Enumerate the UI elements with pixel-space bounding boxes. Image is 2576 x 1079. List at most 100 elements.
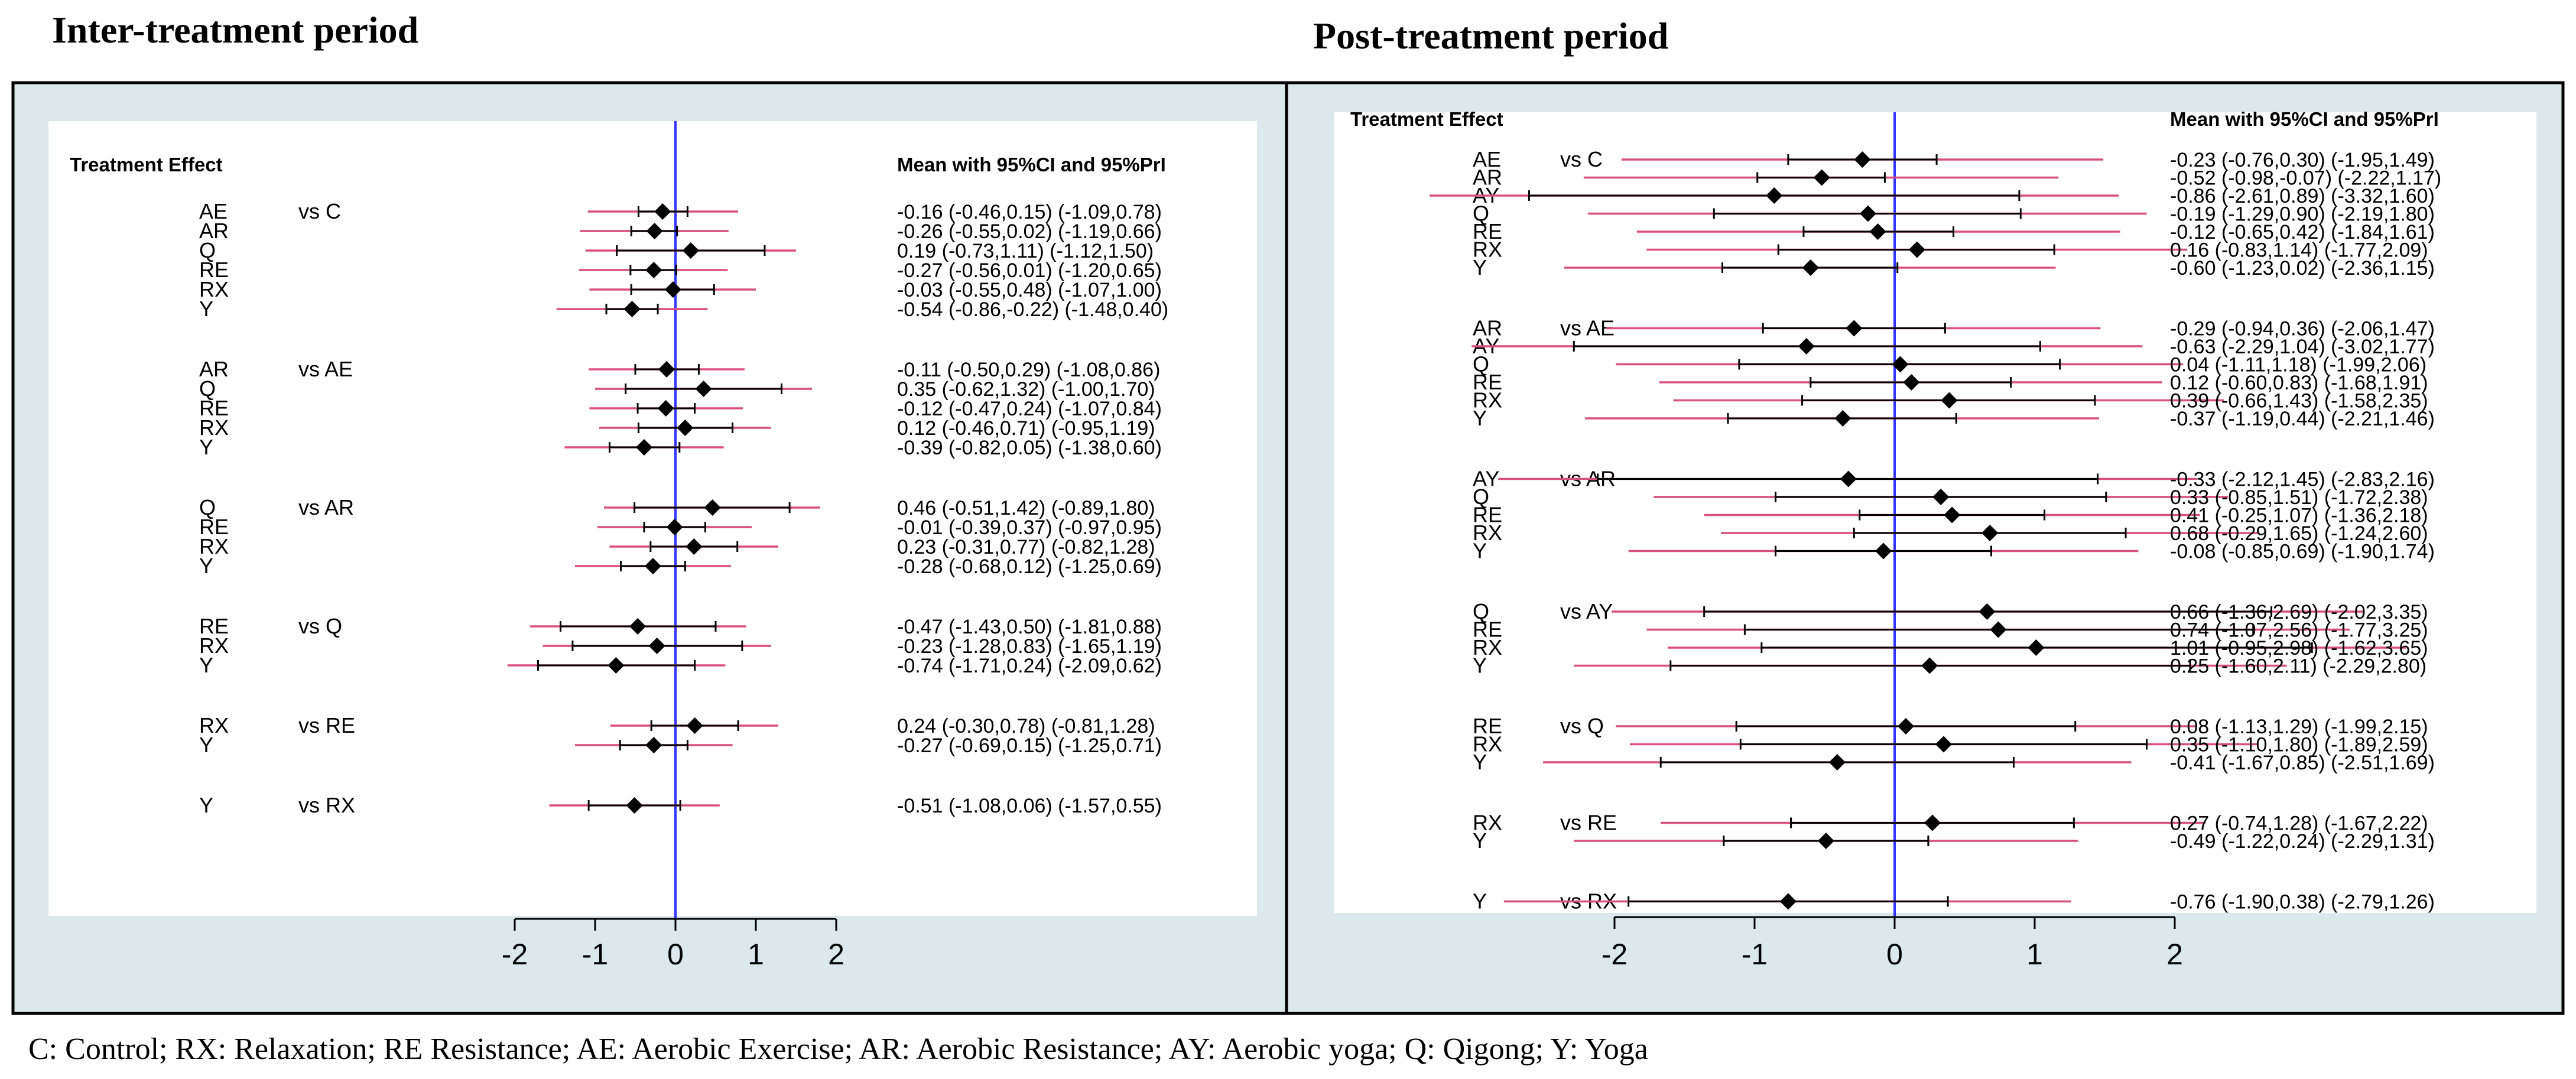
row-value-text: -0.51 (-1.08,0.06) (-1.57,0.55) <box>897 795 1162 817</box>
row-value-text: -0.12 (-0.47,0.24) (-1.07,0.84) <box>897 398 1162 420</box>
row-label: RE <box>1473 503 1502 527</box>
comparator-label: vs C <box>1560 147 1603 171</box>
mean-marker <box>1859 205 1876 222</box>
x-tick-label: 1 <box>2026 938 2043 971</box>
row-value-text: -0.54 (-0.86,-0.22) (-1.48,0.40) <box>897 298 1168 321</box>
row-value-text: 0.74 (-1.07,2.56) (-1.77,3.25) <box>2170 619 2428 642</box>
row-label: Y <box>1473 828 1487 853</box>
header-treatment-effect-right: Treatment Effect <box>1350 108 1503 130</box>
plot-area-right <box>1334 112 2536 913</box>
mean-marker <box>1921 657 1938 674</box>
row-value-text: -0.12 (-0.65,0.42) (-1.84,1.61) <box>2170 221 2435 243</box>
comparator-label: vs AE <box>298 357 353 381</box>
mean-marker <box>677 420 694 436</box>
footnote: C: Control; RX: Relaxation; RE Resistanc… <box>28 1032 1648 1066</box>
mean-marker <box>1908 241 1925 258</box>
row-value-text: -0.52 (-0.98,-0.07) (-2.22,1.17) <box>2170 167 2441 190</box>
row-label: RX <box>1473 521 1502 545</box>
row-label: Y <box>1473 889 1487 914</box>
x-tick-label: 0 <box>667 938 684 971</box>
row-label: Q <box>199 495 216 519</box>
row-value-text: 0.19 (-0.73,1.11) (-1.12,1.50) <box>897 240 1154 262</box>
row-value-text: 0.12 (-0.46,0.71) (-0.95,1.19) <box>897 417 1155 440</box>
chart-title-right: Post-treatment period <box>1313 15 1668 57</box>
row-label: AR <box>199 219 229 243</box>
forest-chart-left: -2 -1 0 1 2 AE vs C -0.16 (-0.46,0.15) (-1.09,0… <box>199 121 1168 971</box>
mean-marker <box>645 737 662 753</box>
row-label: Q <box>199 376 216 401</box>
row-label: Y <box>199 297 213 321</box>
row-value-text: 0.27 (-0.74,1.28) (-1.67,2.22) <box>2170 812 2428 835</box>
comparator-label: vs C <box>298 199 341 223</box>
row-label: RX <box>199 277 229 301</box>
mean-marker <box>1981 525 1999 541</box>
row-value-text: -0.11 (-0.50,0.29) (-1.08,0.86) <box>897 359 1160 381</box>
mean-marker <box>623 301 641 317</box>
mean-marker <box>1932 489 1950 505</box>
row-label: Y <box>1473 255 1487 280</box>
mean-marker <box>1834 410 1851 427</box>
row-value-text: -0.74 (-1.71,0.24) (-2.09,0.62) <box>897 655 1162 677</box>
mean-marker <box>646 223 663 239</box>
mean-marker <box>1869 223 1886 240</box>
mean-marker <box>1903 374 1920 391</box>
mean-marker <box>704 499 721 516</box>
row-label: AY <box>1473 467 1499 491</box>
row-value-text: -0.26 (-0.55,0.02) (-1.19,0.66) <box>897 220 1162 243</box>
row-value-text: -0.27 (-0.56,0.01) (-1.20,0.65) <box>897 259 1162 282</box>
comparator-label: vs Q <box>298 614 342 638</box>
header-mean-ci-right: Mean with 95%CI and 95%PrI <box>2170 108 2439 130</box>
mean-marker <box>635 439 652 456</box>
mean-marker <box>1935 736 1952 753</box>
row-label: Y <box>1473 654 1487 678</box>
mean-marker <box>666 519 683 535</box>
row-value-text: -0.39 (-0.82,0.05) (-1.38,0.60) <box>897 437 1162 459</box>
row-label: AR <box>199 357 229 381</box>
row-value-text: -0.23 (-0.76,0.30) (-1.95,1.49) <box>2170 149 2435 171</box>
row-value-text: 0.24 (-0.30,0.78) (-0.81,1.28) <box>897 715 1155 737</box>
row-value-text: 0.23 (-0.31,0.77) (-0.82,1.28) <box>897 536 1155 558</box>
row-label: RX <box>1473 388 1502 412</box>
row-label: Y <box>199 435 213 459</box>
row-label: Q <box>1473 599 1489 623</box>
row-label: Q <box>1473 485 1489 509</box>
mean-marker <box>657 400 674 417</box>
row-value-text: -0.27 (-0.69,0.15) (-1.25,0.71) <box>897 734 1162 757</box>
chart-title-left: Inter-treatment period <box>52 9 418 51</box>
row-value-text: 0.68 (-0.29,1.65) (-1.24,2.60) <box>2170 522 2428 545</box>
row-value-text: -0.03 (-0.55,0.48) (-1.07,1.00) <box>897 279 1162 301</box>
mean-marker <box>1779 893 1797 910</box>
row-value-text: 0.66 (-1.36,2.69) (-2.02,3.35) <box>2170 601 2428 623</box>
forest-chart-right: -2 -1 0 1 2 AE vs C -0.23 (-0.76,0.30) (-1.95,1… <box>1430 112 2441 971</box>
mean-marker <box>1875 542 1892 560</box>
row-value-text: -0.49 (-1.22,0.24) (-2.29,1.31) <box>2170 830 2435 853</box>
row-value-text: -0.16 (-0.46,0.15) (-1.09,0.78) <box>897 201 1162 223</box>
mean-marker <box>1846 320 1863 337</box>
x-tick-label: -1 <box>582 938 608 971</box>
comparator-label: vs RX <box>298 793 355 817</box>
row-value-text: 0.46 (-0.51,1.42) (-0.89,1.80) <box>897 497 1155 519</box>
row-value-text: 1.01 (-0.95,2.98) (-1.62,3.65) <box>2170 637 2428 659</box>
row-label: AR <box>1473 316 1502 340</box>
mean-marker <box>1802 259 1819 276</box>
row-label: Q <box>199 238 216 262</box>
row-value-text: -0.37 (-1.19,0.44) (-2.21,1.46) <box>2170 408 2435 430</box>
row-value-text: -0.01 (-0.39,0.37) (-0.97,0.95) <box>897 516 1162 539</box>
mean-marker <box>648 638 665 654</box>
mean-marker <box>1813 169 1830 186</box>
row-label: RE <box>199 396 229 420</box>
row-label: RX <box>1473 238 1502 262</box>
mean-marker <box>1979 603 1996 620</box>
row-value-text: -0.23 (-1.28,0.83) (-1.65,1.19) <box>897 635 1162 658</box>
row-label: Q <box>1473 352 1489 376</box>
row-value-text: -0.33 (-2.12,1.45) (-2.83,2.16) <box>2170 469 2435 491</box>
row-label: RE <box>1473 714 1502 738</box>
row-value-text: -0.41 (-1.67,0.85) (-2.51,1.69) <box>2170 752 2435 774</box>
row-label: Y <box>1473 750 1487 774</box>
row-label: Y <box>199 733 213 757</box>
row-value-text: 0.41 (-0.25,1.07) (-1.36,2.18) <box>2170 505 2428 527</box>
mean-marker <box>1944 506 1961 524</box>
row-label: Y <box>199 793 213 817</box>
mean-marker <box>1798 338 1815 355</box>
